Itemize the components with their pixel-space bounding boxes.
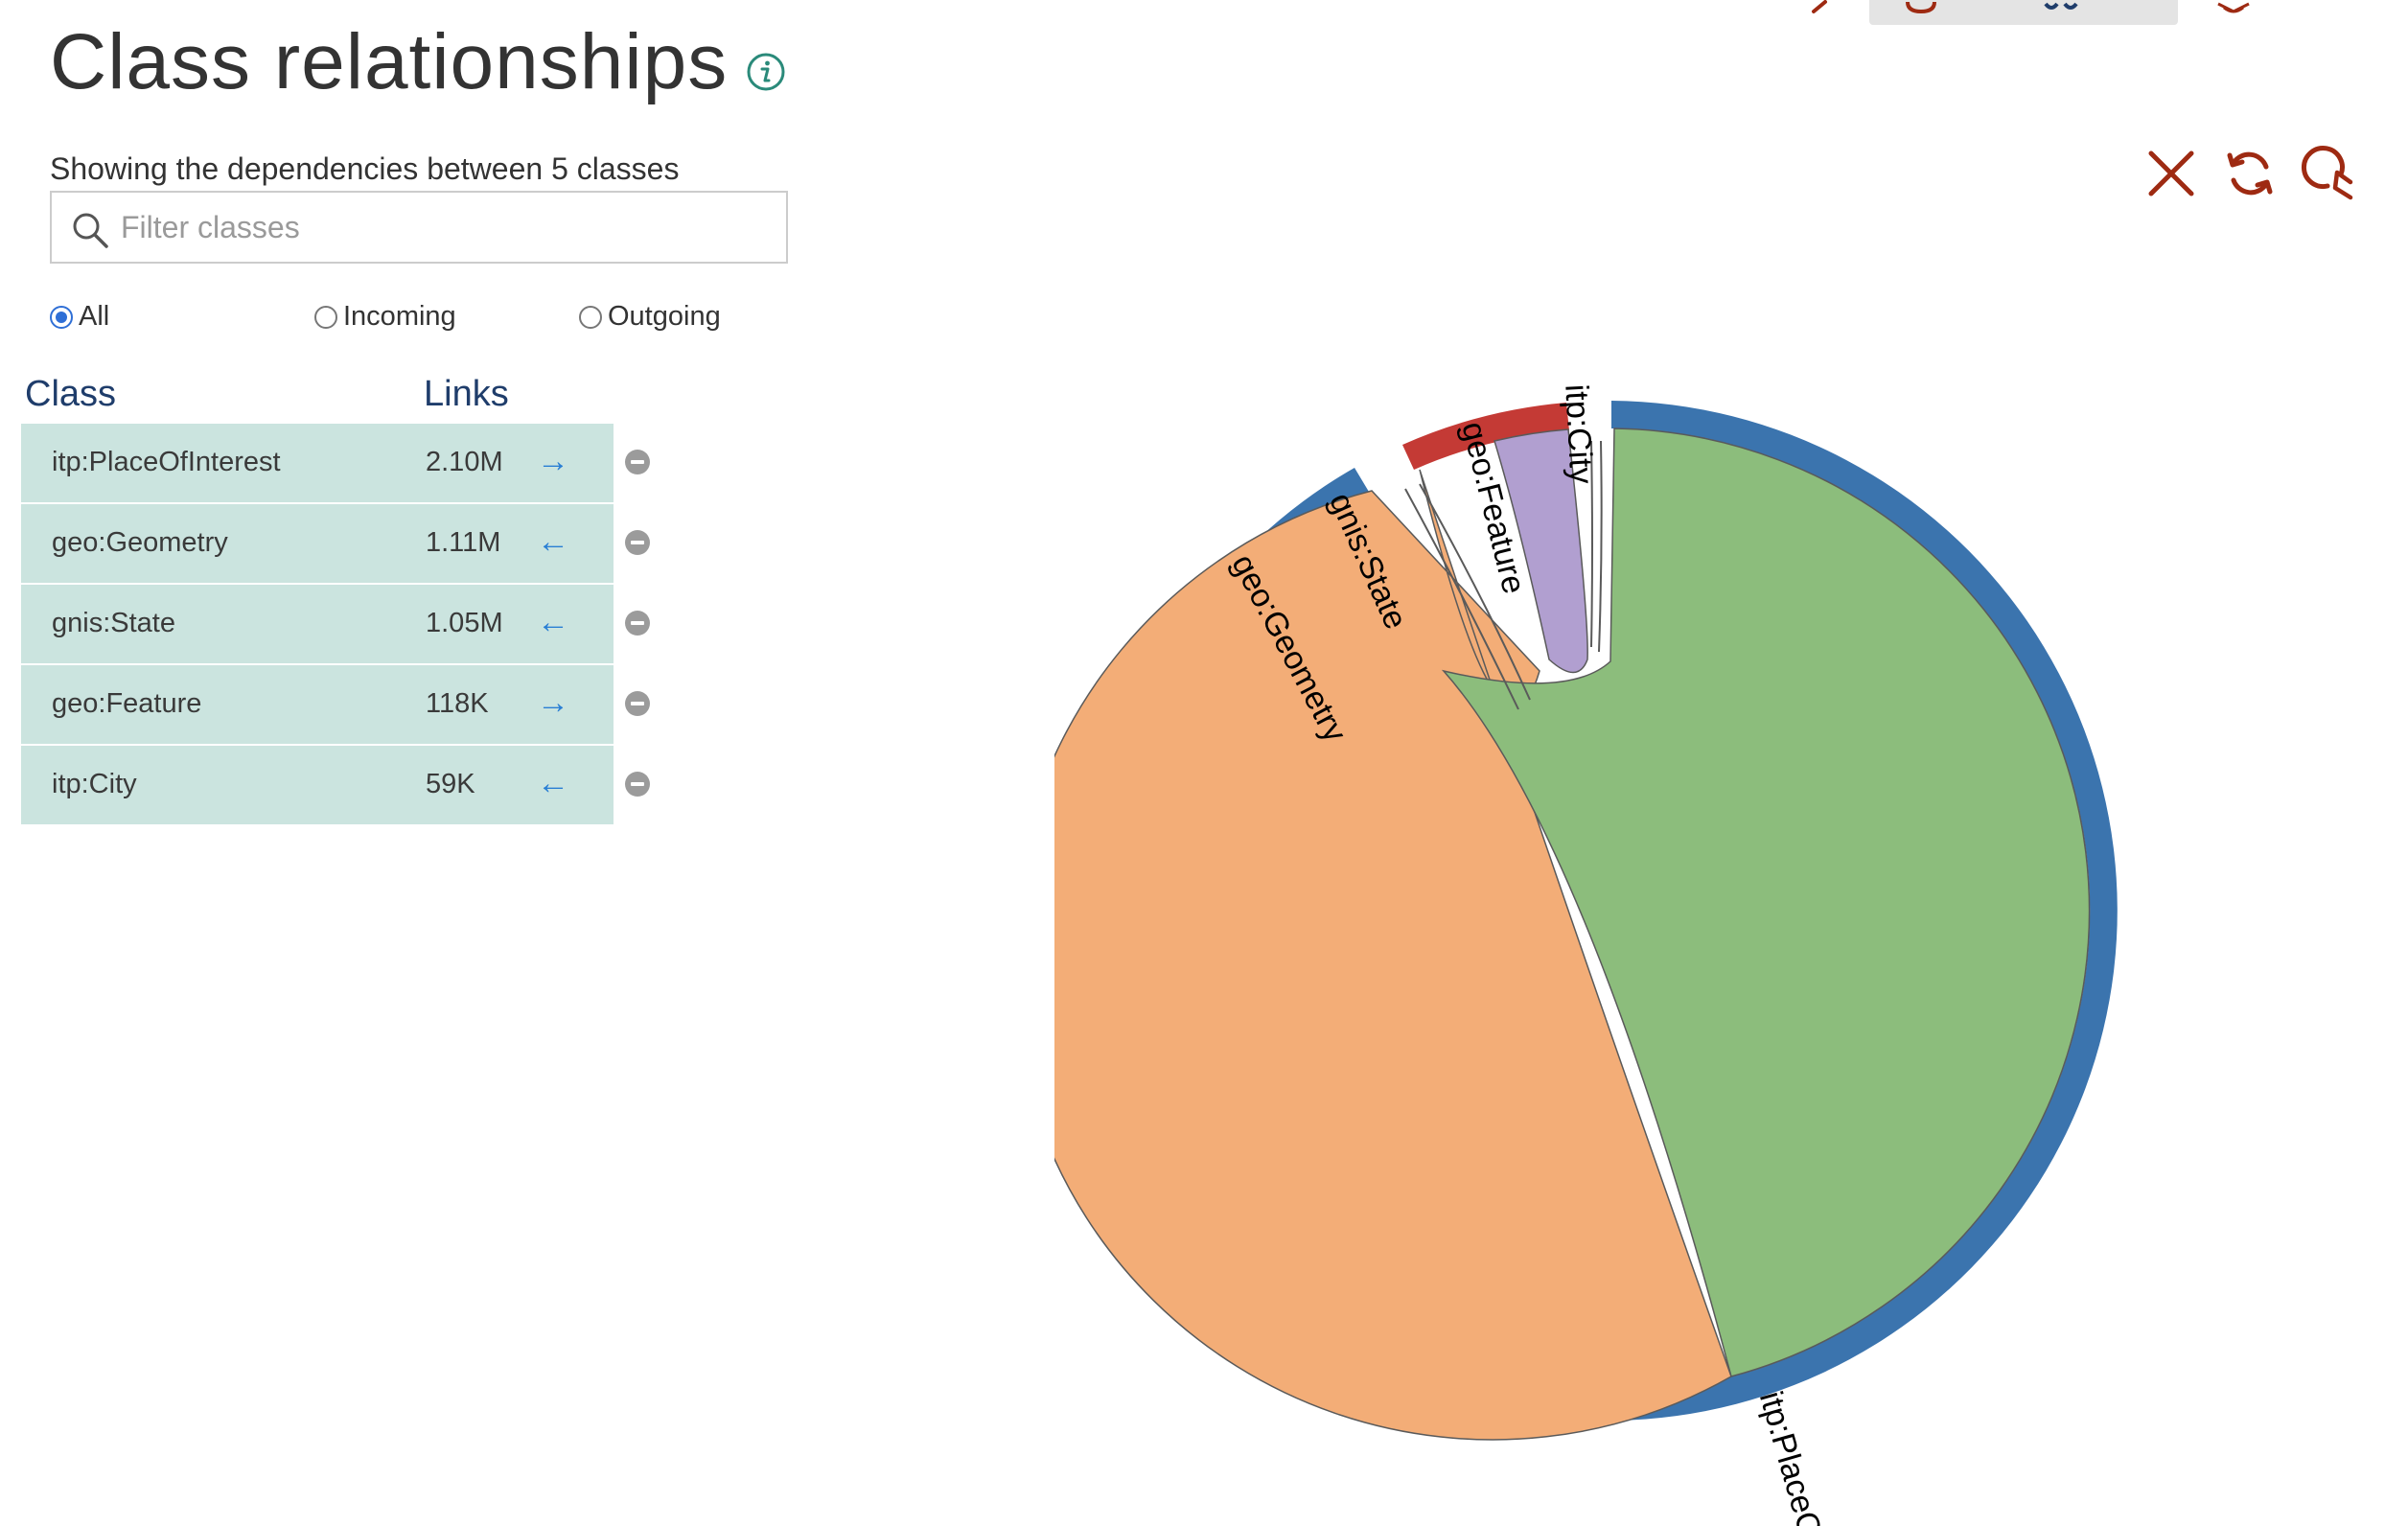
radio-all[interactable]: All: [50, 301, 109, 333]
radio-incoming-label: Incoming: [343, 301, 456, 332]
search-icon: [73, 213, 108, 248]
column-header-links[interactable]: Links: [424, 374, 509, 414]
database-icon: [1906, 1, 2078, 14]
table-row[interactable]: geo:Feature 118K →: [21, 665, 614, 744]
direction-arrow-icon: ←: [537, 523, 569, 560]
graduation-cap-icon[interactable]: [2214, 0, 2253, 25]
class-name: geo:Geometry: [52, 527, 228, 558]
radio-outgoing-label: Outgoing: [608, 301, 721, 332]
link-count: 59K: [426, 769, 475, 799]
radio-outgoing-indicator[interactable]: [579, 305, 602, 329]
radio-all-indicator[interactable]: [50, 305, 73, 329]
column-header-class[interactable]: Class: [25, 374, 117, 414]
table-row[interactable]: gnis:State 1.05M ←: [21, 585, 614, 663]
page-title: Class relationships: [50, 18, 729, 105]
chord-geo-geometry[interactable]: [1054, 469, 1732, 1441]
top-tab[interactable]: [1869, 0, 2178, 25]
radio-incoming[interactable]: Incoming: [314, 301, 456, 333]
class-name: itp:PlaceOfInterest: [52, 447, 281, 477]
chord-diagram: geo:Geometry gnis:State geo:Feature itp:…: [1054, 383, 2118, 1526]
info-icon[interactable]: [746, 52, 786, 92]
chord-gnis-state[interactable]: [1441, 428, 2091, 1377]
class-count-summary: Showing the dependencies between 5 class…: [50, 151, 680, 186]
zoom-reset-icon[interactable]: [2299, 144, 2358, 203]
close-icon[interactable]: [2142, 144, 2201, 203]
direction-arrow-icon: →: [537, 443, 569, 479]
label-itp-city: itp:City: [1558, 383, 1599, 485]
chord-thin-links: [1404, 440, 1603, 710]
filter-input[interactable]: [121, 200, 773, 254]
class-name: geo:Feature: [52, 688, 202, 719]
direction-arrow-icon: ←: [537, 604, 569, 640]
remove-class-button[interactable]: [625, 772, 650, 797]
remove-class-button[interactable]: [625, 530, 650, 555]
label-itp-placeofinterest: itp:PlaceC: [1752, 1387, 1828, 1526]
radio-all-label: All: [79, 301, 110, 332]
remove-class-button[interactable]: [625, 691, 650, 716]
radio-incoming-indicator[interactable]: [314, 305, 337, 329]
direction-arrow-icon: ←: [537, 765, 569, 801]
link-count: 2.10M: [426, 447, 503, 477]
link-count: 1.05M: [426, 608, 503, 638]
radio-outgoing[interactable]: Outgoing: [579, 301, 721, 333]
class-name: itp:City: [52, 769, 137, 799]
remove-class-button[interactable]: [625, 450, 650, 474]
chord-itp-city[interactable]: [1493, 428, 1588, 674]
back-arrow-icon[interactable]: [1806, 0, 1831, 25]
table-row[interactable]: itp:PlaceOfInterest 2.10M →: [21, 424, 614, 502]
link-count: 1.11M: [426, 527, 501, 558]
remove-class-button[interactable]: [625, 611, 650, 636]
class-name: gnis:State: [52, 608, 175, 638]
table-row[interactable]: geo:Geometry 1.11M ←: [21, 504, 614, 583]
direction-arrow-icon: →: [537, 684, 569, 721]
filter-field[interactable]: [50, 191, 788, 264]
refresh-icon[interactable]: [2220, 144, 2280, 203]
table-row[interactable]: itp:City 59K ←: [21, 746, 614, 824]
arc-geo-feature[interactable]: [1402, 403, 1569, 470]
link-count: 118K: [426, 688, 489, 719]
